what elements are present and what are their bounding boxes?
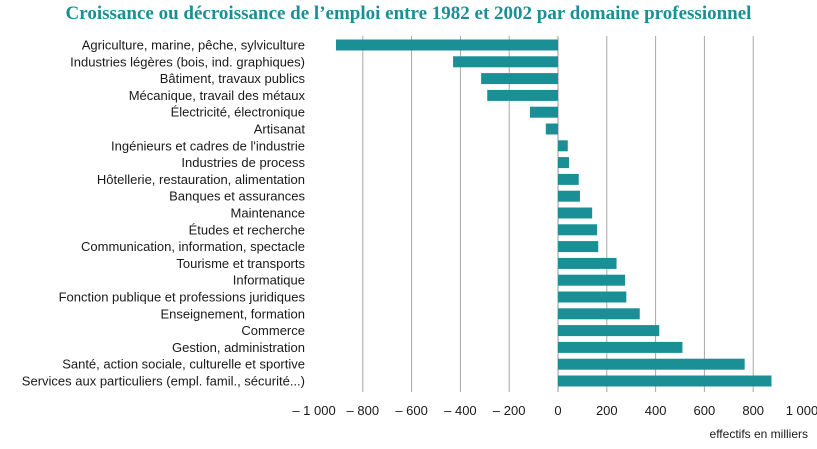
category-label: Artisanat [254, 122, 306, 137]
category-label: Banques et assurances [169, 189, 305, 204]
category-label: Tourisme et transports [176, 256, 305, 271]
x-tick-label: 0 [554, 403, 561, 418]
category-label: Gestion, administration [172, 340, 305, 355]
chart-title: Croissance ou décroissance de l’emploi e… [65, 3, 752, 24]
bar [558, 358, 745, 370]
category-label: Ingénieurs et cadres de l'industrie [111, 138, 305, 153]
bar [335, 39, 558, 51]
category-label: Hôtellerie, restauration, alimentation [97, 172, 305, 187]
bar [558, 375, 772, 387]
bar [558, 257, 617, 269]
bar [558, 341, 683, 353]
x-tick-label: 800 [742, 403, 764, 418]
bar [558, 274, 626, 286]
bar [558, 157, 569, 169]
bar [558, 140, 568, 152]
category-labels: Agriculture, marine, pêche, sylviculture… [22, 38, 306, 389]
bar [545, 123, 558, 135]
x-tick-label: – 1 000 [292, 403, 335, 418]
category-label: Communication, information, spectacle [81, 239, 305, 254]
x-tick-label: – 200 [493, 403, 526, 418]
category-label: Enseignement, formation [160, 306, 305, 321]
category-label: Commerce [241, 323, 305, 338]
x-axis-unit-label: effectifs en milliers [710, 427, 808, 441]
x-tick-label: 600 [694, 403, 716, 418]
bar [558, 207, 593, 219]
bar [481, 73, 558, 85]
category-label: Maintenance [231, 206, 305, 221]
bars [335, 39, 772, 387]
bar [558, 241, 599, 253]
category-label: Services aux particuliers (empl. famil.,… [22, 374, 305, 389]
category-label: Industries légères (bois, ind. graphique… [70, 54, 305, 69]
x-tick-label: 400 [645, 403, 667, 418]
bar [558, 224, 598, 236]
bar [558, 308, 640, 320]
bar [558, 190, 580, 202]
category-label: Agriculture, marine, pêche, sylviculture [82, 38, 305, 53]
bar [558, 325, 660, 337]
category-label: Fonction publique et professions juridiq… [59, 290, 306, 305]
x-tick-label: – 600 [395, 403, 428, 418]
x-tick-label: 200 [596, 403, 618, 418]
bar [453, 56, 558, 68]
x-tick-label: – 800 [347, 403, 380, 418]
x-tick-labels: – 1 000 – 800 – 600 – 400 – 200 0 200 400 600 800… [292, 403, 817, 418]
category-label: Mécanique, travail des métaux [129, 88, 306, 103]
x-tick-label: – 400 [444, 403, 477, 418]
category-label: Électricité, électronique [171, 105, 305, 120]
bar [487, 89, 558, 101]
category-label: Santé, action sociale, culturelle et spo… [62, 357, 305, 372]
bar [558, 173, 579, 185]
x-tick-label: 1 000 [786, 403, 817, 418]
category-label: Informatique [233, 273, 305, 288]
bar [558, 291, 627, 303]
category-label: Bâtiment, travaux publics [160, 71, 306, 86]
category-label: Études et recherche [189, 222, 305, 237]
bar [529, 106, 558, 118]
category-label: Industries de process [181, 155, 305, 170]
